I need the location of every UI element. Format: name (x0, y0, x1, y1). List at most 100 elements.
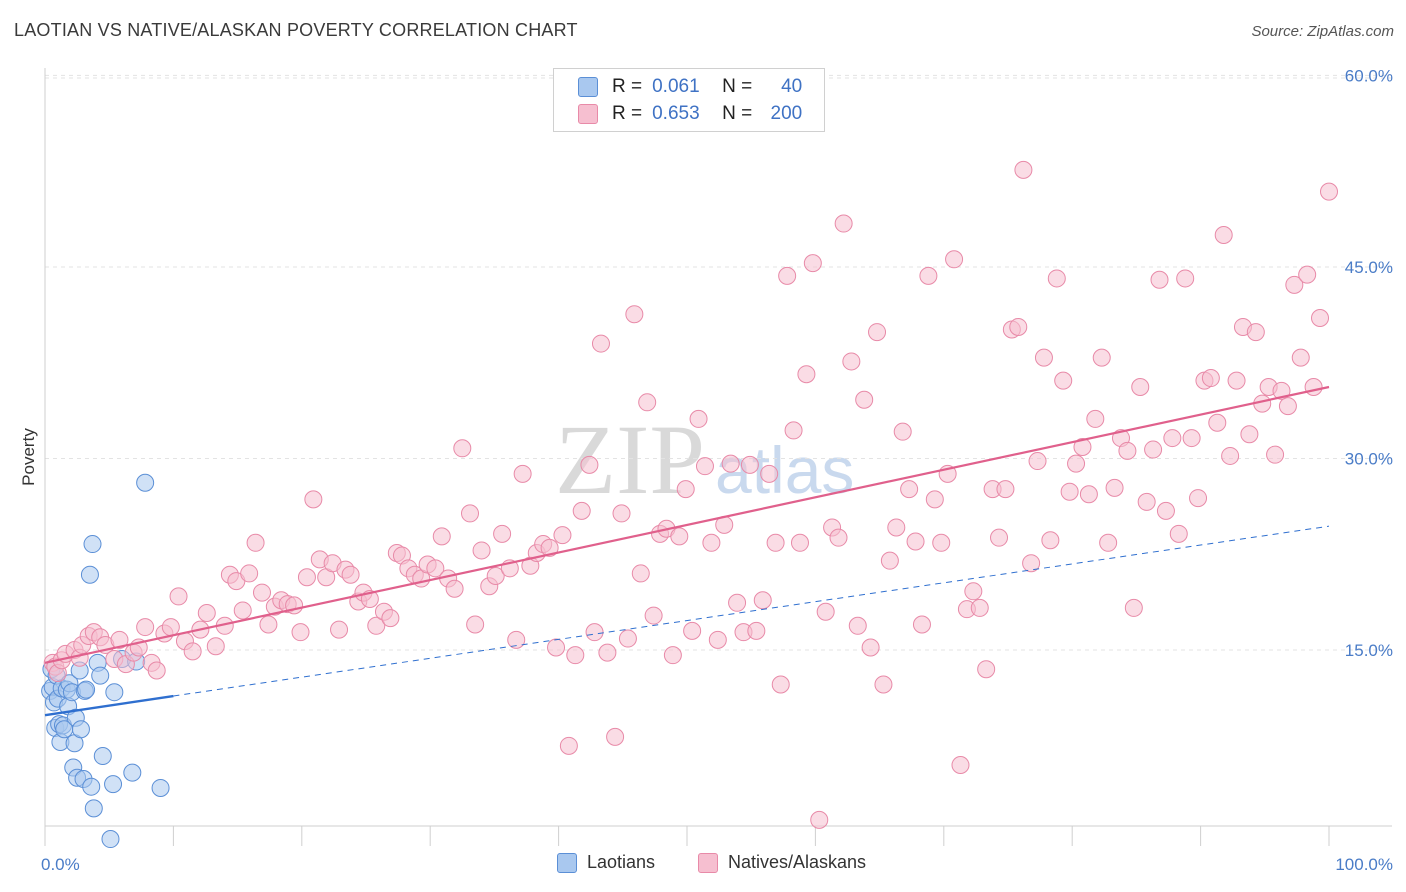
point-natives (842, 352, 861, 371)
bottom-legend-swatch-natives (698, 852, 718, 873)
point-natives (206, 637, 225, 656)
point-natives (1034, 348, 1053, 367)
bottom-legend-label-natives: Natives/Alaskans (728, 852, 867, 872)
point-laotians (151, 778, 170, 797)
point-natives (760, 464, 779, 483)
point-natives (638, 393, 657, 412)
point-natives (1099, 533, 1118, 552)
point-natives (728, 593, 747, 612)
point-natives (1054, 371, 1073, 390)
point-natives (702, 533, 721, 552)
point-natives (1221, 446, 1240, 465)
point-natives (1246, 323, 1265, 342)
point-natives (580, 455, 599, 474)
point-natives (432, 527, 451, 546)
point-natives (1208, 413, 1227, 432)
point-natives (1086, 409, 1105, 428)
point-natives (740, 455, 759, 474)
point-natives (1285, 275, 1304, 294)
point-natives (304, 490, 323, 509)
point-natives (945, 250, 964, 269)
trend-natives (44, 385, 1330, 664)
chart-title: LAOTIAN VS NATIVE/ALASKAN POVERTY CORREL… (14, 20, 578, 40)
point-natives (445, 579, 464, 598)
point-natives (1022, 554, 1041, 573)
point-natives (367, 616, 386, 635)
point-natives (553, 526, 572, 545)
x-tick-label-max: 100.0% (1335, 855, 1393, 874)
point-natives (1163, 429, 1182, 448)
point-natives (1176, 269, 1195, 288)
point-natives (887, 518, 906, 537)
legend-swatch-natives (578, 104, 598, 124)
point-natives (1028, 452, 1047, 471)
point-natives (1105, 478, 1124, 497)
bottom-legend-natives: Natives/Alaskans (698, 852, 866, 873)
point-natives (784, 421, 803, 440)
point-natives (291, 623, 310, 642)
point-natives (1266, 445, 1285, 464)
legend-swatch-laotians (578, 77, 598, 97)
point-natives (766, 533, 785, 552)
point-natives (970, 598, 989, 617)
point-natives (925, 490, 944, 509)
point-natives (169, 587, 188, 606)
point-natives (753, 591, 772, 610)
legend-r-label: R = (612, 76, 643, 97)
legend: R = 0.061 N = 40 R = 0.653 N = 200 (553, 68, 825, 132)
point-natives (566, 646, 585, 665)
trend-laotians-solid (44, 694, 174, 717)
bottom-legend-laotians: Laotians (557, 852, 655, 873)
legend-row-laotians: R = 0.061 N = 40 (554, 74, 802, 100)
point-natives (912, 615, 931, 634)
point-natives (1131, 377, 1150, 396)
point-natives (612, 504, 631, 523)
legend-r-label: R = (612, 103, 643, 124)
point-laotians (136, 473, 155, 492)
point-natives (240, 564, 259, 583)
point-natives (861, 638, 880, 657)
point-natives (1150, 270, 1169, 289)
point-natives (1014, 160, 1033, 179)
point-natives (197, 604, 216, 623)
point-natives (834, 214, 853, 233)
legend-n-laotians: 40 (781, 76, 803, 97)
point-natives (631, 564, 650, 583)
point-laotians (71, 720, 90, 739)
point-natives (513, 464, 532, 483)
point-natives (1189, 489, 1208, 508)
point-laotians (80, 565, 99, 584)
point-natives (540, 538, 559, 557)
point-laotians (84, 799, 103, 818)
legend-r-laotians: 0.061 (652, 76, 700, 97)
point-natives (1144, 440, 1163, 459)
bottom-legend-label-laotians: Laotians (587, 852, 656, 872)
point-natives (663, 646, 682, 665)
point-natives (246, 533, 265, 552)
point-natives (977, 660, 996, 679)
legend-row-natives: R = 0.653 N = 200 (554, 101, 802, 127)
point-natives (797, 365, 816, 384)
legend-n-label: N = (722, 103, 753, 124)
point-natives (900, 480, 919, 499)
point-natives (1079, 485, 1098, 504)
point-natives (695, 457, 714, 476)
point-natives (1201, 369, 1220, 388)
point-natives (461, 504, 480, 523)
point-natives (598, 643, 617, 662)
y-tick-label: 60.0% (1345, 66, 1393, 85)
point-natives (1227, 371, 1246, 390)
point-natives (1278, 397, 1297, 416)
point-natives (625, 305, 644, 324)
series-natives (43, 160, 1338, 829)
point-natives (1156, 501, 1175, 520)
point-natives (1240, 425, 1259, 444)
point-natives (1291, 348, 1310, 367)
point-natives (1009, 317, 1028, 336)
point-laotians (105, 683, 124, 702)
x-tick-label-min: 0.0% (41, 855, 80, 874)
point-natives (259, 615, 278, 634)
point-natives (708, 630, 727, 649)
point-natives (330, 620, 349, 639)
point-natives (676, 480, 695, 499)
